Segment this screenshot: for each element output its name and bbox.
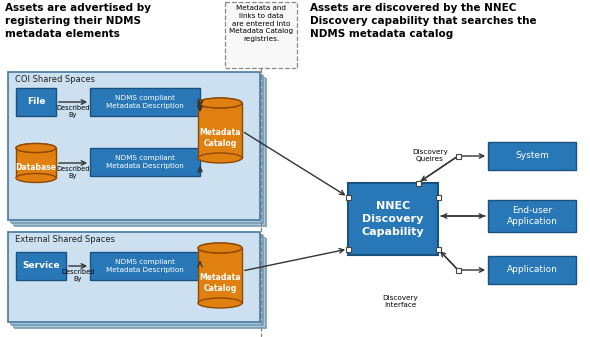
Text: End-user
Application: End-user Application bbox=[507, 206, 558, 226]
Text: NDMS compliant
Metadata Description: NDMS compliant Metadata Description bbox=[106, 95, 184, 109]
Bar bbox=[346, 194, 350, 200]
Ellipse shape bbox=[198, 243, 242, 253]
Text: COI Shared Spaces: COI Shared Spaces bbox=[15, 75, 95, 84]
Bar bbox=[435, 246, 441, 251]
Text: Database: Database bbox=[15, 163, 57, 173]
Bar bbox=[198, 248, 242, 303]
Bar bbox=[12, 76, 264, 224]
Ellipse shape bbox=[16, 144, 56, 153]
Bar bbox=[90, 148, 200, 176]
Text: Described
By: Described By bbox=[61, 269, 95, 282]
Bar bbox=[346, 246, 350, 251]
Bar bbox=[90, 88, 200, 116]
Ellipse shape bbox=[198, 98, 242, 108]
Bar bbox=[12, 237, 264, 327]
Bar bbox=[488, 200, 576, 232]
Bar bbox=[90, 252, 200, 280]
Bar bbox=[488, 256, 576, 284]
Ellipse shape bbox=[16, 144, 56, 153]
Ellipse shape bbox=[198, 243, 242, 253]
Text: NDMS compliant
Metadata Description: NDMS compliant Metadata Description bbox=[106, 259, 184, 273]
Bar bbox=[8, 232, 260, 322]
Bar bbox=[8, 72, 260, 220]
Text: NNEC
Discovery
Capability: NNEC Discovery Capability bbox=[362, 201, 424, 237]
Text: External Shared Spaces: External Shared Spaces bbox=[15, 235, 115, 244]
Text: Assets are discovered by the NNEC
Discovery capability that searches the
NDMS me: Assets are discovered by the NNEC Discov… bbox=[310, 3, 537, 39]
Text: Described
By: Described By bbox=[56, 105, 90, 118]
Bar bbox=[16, 148, 56, 178]
Bar bbox=[11, 75, 263, 223]
Text: Assets are advertised by
registering their NDMS
metadata elements: Assets are advertised by registering the… bbox=[5, 3, 151, 39]
Bar bbox=[225, 2, 297, 68]
Ellipse shape bbox=[198, 298, 242, 308]
Text: System: System bbox=[515, 152, 549, 160]
Ellipse shape bbox=[198, 153, 242, 163]
Bar bbox=[16, 252, 66, 280]
Text: Metadata and
links to data
are entered into
Metadata Catalog
registries.: Metadata and links to data are entered i… bbox=[229, 5, 293, 42]
Bar bbox=[9, 73, 261, 221]
Bar bbox=[415, 181, 421, 185]
Bar bbox=[198, 103, 242, 158]
Text: Metadata
Catalog: Metadata Catalog bbox=[199, 273, 241, 293]
Bar bbox=[455, 268, 461, 273]
Ellipse shape bbox=[16, 174, 56, 183]
Bar bbox=[488, 142, 576, 170]
Bar bbox=[14, 78, 266, 226]
Bar bbox=[348, 183, 438, 255]
Text: File: File bbox=[27, 97, 45, 106]
Text: Application: Application bbox=[507, 266, 558, 275]
Text: Discovery
Queires: Discovery Queires bbox=[412, 149, 448, 162]
Ellipse shape bbox=[198, 98, 242, 108]
Bar bbox=[435, 194, 441, 200]
Bar bbox=[9, 234, 261, 324]
Text: Described
By: Described By bbox=[56, 166, 90, 179]
Bar bbox=[11, 235, 263, 325]
Text: Discovery
Interface: Discovery Interface bbox=[382, 295, 418, 308]
Bar bbox=[455, 153, 461, 158]
Bar bbox=[16, 88, 56, 116]
Text: Service: Service bbox=[22, 262, 60, 271]
Bar bbox=[14, 238, 266, 328]
Text: Metadata
Catalog: Metadata Catalog bbox=[199, 128, 241, 148]
Text: NDMS compliant
Metadata Description: NDMS compliant Metadata Description bbox=[106, 155, 184, 169]
